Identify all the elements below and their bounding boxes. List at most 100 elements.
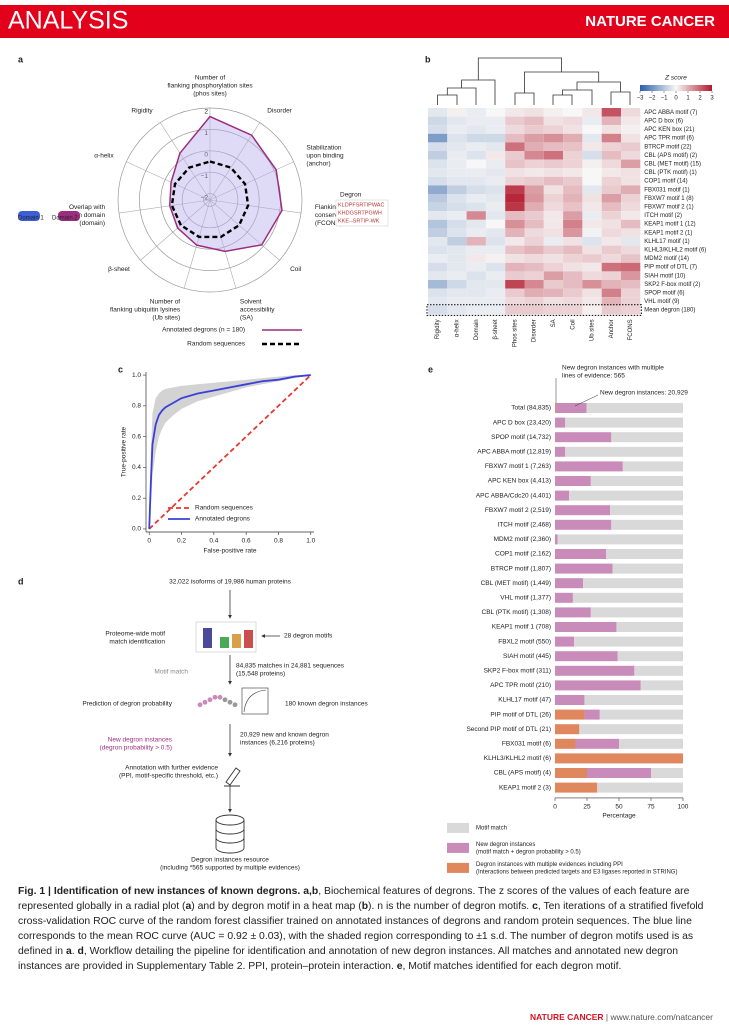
heat-cell: [428, 142, 448, 151]
x-tick-label: 0.2: [177, 538, 186, 545]
heat-cell: [485, 271, 506, 280]
column-label: Coil: [570, 319, 576, 329]
heat-cell: [601, 245, 621, 255]
flow-text: 28 degron motifs: [284, 633, 333, 640]
heat-cell: [524, 228, 544, 237]
heat-cell: [485, 185, 506, 194]
heat-cell: [485, 125, 506, 134]
heat-cell: [582, 262, 602, 272]
heat-cell: [621, 228, 641, 237]
bar-segment: [555, 563, 613, 574]
bar-segment: [555, 403, 556, 413]
heat-cell: [543, 142, 564, 151]
heat-cell: [563, 245, 583, 255]
colorbar-tick-label: −2: [649, 96, 657, 102]
heat-cell: [447, 133, 467, 143]
row-label: KEAP1 motif 1 (12): [644, 222, 695, 228]
caption-run: , Workflow detailing the pipeline for id…: [18, 946, 679, 972]
bar-segment: [587, 768, 651, 778]
heat-cell: [621, 202, 641, 212]
heat-cell: [524, 108, 544, 117]
axis-label: Solvent: [240, 298, 262, 305]
heat-cell: [563, 185, 583, 194]
heat-cell: [543, 133, 564, 143]
x-axis-label: False-positive rate: [203, 548, 256, 555]
category-label: KEAP1 motif 2 (3): [499, 784, 551, 791]
heat-cell: [428, 116, 448, 126]
flow-text: Proteome-wide motif: [105, 631, 165, 638]
panel-label: c: [118, 364, 123, 374]
spoke: [118, 199, 211, 214]
heat-cell: [485, 133, 506, 143]
caption-run: c: [532, 901, 538, 912]
heat-cell: [466, 288, 486, 298]
heat-cell: [621, 254, 641, 263]
caption-run: e: [396, 961, 403, 972]
heat-cell: [621, 271, 641, 280]
heat-cell: [601, 108, 621, 117]
axis-label: Number of: [150, 298, 181, 305]
heat-cell: [582, 305, 602, 315]
heat-cell: [601, 125, 621, 134]
heat-cell: [428, 133, 448, 143]
category-label: APC D box (23,420): [493, 419, 551, 426]
legend-label: Annotated degrons: [195, 516, 251, 523]
row-label: KLHL3/KLHL2 motif (6): [644, 247, 706, 253]
heat-cell: [466, 271, 486, 280]
heat-cell: [524, 194, 544, 203]
category-label: KLHL3/KLHL2 motif (6): [484, 755, 551, 762]
heat-cell: [505, 219, 525, 229]
flow-text: match identification: [109, 639, 165, 646]
row-label: ITCH motif (2): [644, 213, 682, 219]
column-label: Anchor: [609, 319, 615, 338]
heat-cell: [582, 176, 602, 186]
heat-cell: [543, 176, 564, 186]
bar-segment: [586, 403, 683, 413]
heat-cell: [543, 116, 564, 126]
x-tick-label: 1.0: [306, 538, 315, 545]
heat-cell: [485, 211, 506, 220]
heat-cell: [505, 133, 525, 143]
ring-label: 0: [204, 152, 208, 159]
heat-cell: [485, 280, 506, 289]
caption-run: .: [71, 946, 78, 957]
heat-cell: [543, 280, 564, 289]
heat-cell: [601, 185, 621, 194]
bar-segment: [611, 432, 683, 443]
heat-cell: [485, 254, 506, 263]
axis-label: flanking phosphorylation sites: [167, 83, 253, 90]
heat-cell: [601, 142, 621, 151]
annotation-pointer: [574, 394, 599, 407]
category-label: SKP2 F-box motif (311): [484, 668, 551, 675]
roc-line: [148, 374, 311, 529]
heat-cell: [621, 142, 641, 151]
category-label: CBL (APS motif) (4): [494, 770, 551, 777]
heat-cell: [563, 125, 583, 134]
bar-segment: [640, 680, 683, 691]
heat-cell: [621, 125, 641, 134]
bar-segment: [555, 651, 618, 662]
axis-label: Disorder: [267, 108, 292, 115]
x-axis-label: Percentage: [602, 813, 636, 820]
axis-label: β-sheet: [108, 266, 130, 273]
heat-cell: [505, 185, 525, 194]
heat-cell: [466, 185, 486, 194]
bar-segment: [555, 476, 591, 486]
flow-text: (PPI, motif-specific threshold, etc.): [119, 773, 218, 780]
domain-icon: [58, 211, 80, 221]
y-tick-label: 0.2: [132, 495, 141, 502]
bar-segment: [565, 417, 683, 428]
heat-cell: [543, 159, 564, 169]
dot-icon: [217, 694, 223, 700]
axis-label: (anchor): [306, 161, 330, 168]
bar-segment: [572, 592, 683, 603]
category-label: FBX031 motif (6): [502, 741, 551, 748]
bar-segment: [579, 724, 683, 735]
y-tick-label: 0.4: [132, 464, 141, 471]
category-label: PIP motif of DTL (26): [490, 711, 551, 718]
category-label: Total (84,835): [511, 405, 551, 412]
heat-cell: [601, 288, 621, 298]
heat-cell: [601, 271, 621, 280]
heat-cell: [466, 151, 486, 160]
heat-cell: [485, 237, 506, 246]
